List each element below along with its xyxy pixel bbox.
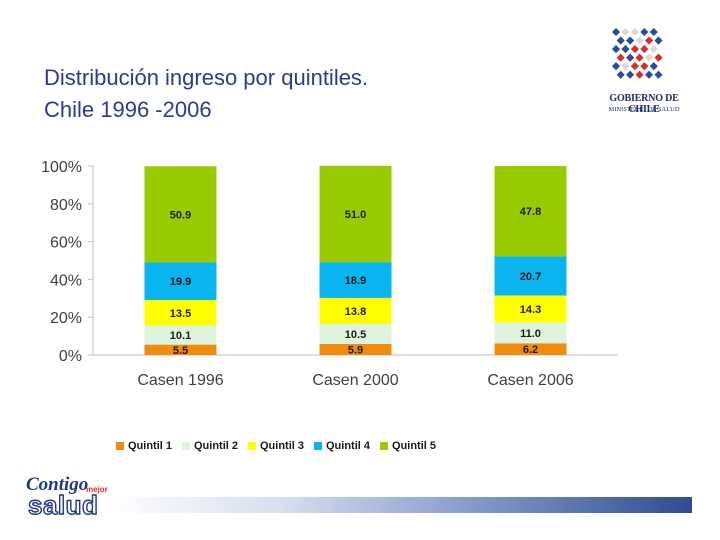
bar-segment-quintil-5 xyxy=(494,166,567,257)
logo-diamond xyxy=(620,27,631,37)
data-label: 50.9 xyxy=(170,209,191,221)
gobierno-de-chile-logo xyxy=(611,27,664,80)
logo-diamond xyxy=(639,61,650,72)
logo-emblem-icon xyxy=(611,27,664,80)
bar-segment-quintil-4 xyxy=(319,262,392,298)
data-label: 10.1 xyxy=(170,330,191,342)
logo-diamond xyxy=(634,35,645,46)
bar-segment-quintil-3 xyxy=(319,297,392,325)
bar-segment-quintil-2 xyxy=(144,325,217,345)
bar-segment-quintil-1 xyxy=(494,343,567,355)
data-label: 5.5 xyxy=(173,345,188,357)
data-label: 10.5 xyxy=(345,329,366,341)
y-tick-label: 0% xyxy=(59,348,82,365)
stacked-bar-chart: 0% 20% 40% 60% 80% 100% 5.5 10.1 13.5 19.9 50.9 Cas… xyxy=(41,159,618,389)
logo-diamond xyxy=(639,27,650,37)
logo-diamond xyxy=(620,61,631,72)
x-category-label: Casen 1996 xyxy=(137,372,223,389)
legend-label: Quintil 1 xyxy=(128,440,172,452)
logo-diamond xyxy=(615,52,626,63)
legend-swatch xyxy=(248,442,256,450)
logo-diamond xyxy=(648,27,659,37)
logo-diamond xyxy=(629,44,640,55)
logo-diamond xyxy=(615,69,626,80)
data-label: 47.8 xyxy=(520,206,541,218)
bar-segment-quintil-3 xyxy=(494,295,567,323)
legend-label: Quintil 5 xyxy=(392,440,436,452)
chart-legend: Quintil 1 Quintil 2 Quintil 3 Quintil 4 Quin… xyxy=(116,440,446,452)
legend-swatch xyxy=(380,442,388,450)
y-tick-label: 40% xyxy=(50,272,82,289)
bar-segment-quintil-5 xyxy=(319,165,392,263)
logo-diamond xyxy=(611,44,621,55)
legend-label: Quintil 3 xyxy=(260,440,304,452)
logo-diamond xyxy=(611,27,621,37)
data-label: 6.2 xyxy=(523,344,538,356)
data-label: 13.5 xyxy=(170,308,191,320)
page-title: Distribución ingreso por quintiles. Chil… xyxy=(44,62,368,126)
y-tick-label: 100% xyxy=(41,159,82,176)
contigo-mejor-salud-logo: Contigo mejor salud xyxy=(26,474,116,521)
bar-segment-quintil-4 xyxy=(494,256,567,296)
data-label: 20.7 xyxy=(520,271,541,283)
logo-diamond xyxy=(611,61,621,72)
bar-segment-quintil-2 xyxy=(319,324,392,344)
data-label: 14.3 xyxy=(520,304,541,316)
legend-label: Quintil 4 xyxy=(326,440,370,452)
data-label: 13.8 xyxy=(345,306,366,318)
logo-diamond xyxy=(639,44,650,55)
logo-diamond xyxy=(644,52,654,63)
bar-segment-quintil-5 xyxy=(144,166,217,263)
bar-segment-quintil-1 xyxy=(144,344,217,355)
bar-segment-quintil-2 xyxy=(494,322,567,344)
logo-diamond xyxy=(648,61,659,72)
logo-diamond xyxy=(625,52,636,63)
brand-word-contigo: Contigo xyxy=(26,474,89,495)
y-tick-label: 80% xyxy=(50,197,82,214)
logo-diamond xyxy=(629,27,640,37)
brand-word-salud: salud xyxy=(27,489,99,520)
legend-item: Quintil 4 xyxy=(314,440,370,452)
bar-segment-quintil-1 xyxy=(319,343,392,355)
legend-item: Quintil 2 xyxy=(182,440,238,452)
y-tick-label: 20% xyxy=(50,310,82,327)
logo-diamond xyxy=(634,69,645,80)
logo-diamond xyxy=(648,44,659,55)
logo-diamond xyxy=(625,35,636,46)
legend-label: Quintil 2 xyxy=(194,440,238,452)
data-label: 11.0 xyxy=(520,328,541,340)
logo-diamond xyxy=(653,35,664,46)
legend-item: Quintil 5 xyxy=(380,440,436,452)
legend-swatch xyxy=(116,442,124,450)
legend-item: Quintil 3 xyxy=(248,440,304,452)
title-line-2: Chile 1996 -2006 xyxy=(44,97,212,122)
logo-diamond xyxy=(644,69,654,80)
logo-diamond xyxy=(644,35,654,46)
logo-diamond xyxy=(629,61,640,72)
footer-gradient-bar xyxy=(108,497,692,513)
legend-swatch xyxy=(314,442,322,450)
data-label: 19.9 xyxy=(170,276,191,288)
title-line-1: Distribución ingreso por quintiles. xyxy=(44,65,369,90)
bar-segment-quintil-3 xyxy=(144,300,217,326)
logo-text-ministerio: MINISTERIO DE SALUD xyxy=(608,106,680,113)
x-category-label: Casen 2006 xyxy=(487,372,573,389)
logo-diamond xyxy=(620,44,631,55)
x-category-label: Casen 2000 xyxy=(312,372,398,389)
brand-word-mejor: mejor xyxy=(86,485,108,494)
logo-diamond xyxy=(634,52,645,63)
data-label: 18.9 xyxy=(345,275,366,287)
legend-item: Quintil 1 xyxy=(116,440,172,452)
logo-diamond xyxy=(615,35,626,46)
logo-diamond xyxy=(653,52,664,63)
bar-segment-quintil-4 xyxy=(144,262,217,301)
legend-swatch xyxy=(182,442,190,450)
logo-diamond xyxy=(653,69,664,80)
logo-text-gobierno: GOBIERNO DE CHILE xyxy=(609,93,679,115)
data-label: 5.9 xyxy=(348,344,363,356)
y-tick-label: 60% xyxy=(50,235,82,252)
data-label: 51.0 xyxy=(345,209,366,221)
logo-diamond xyxy=(625,69,636,80)
